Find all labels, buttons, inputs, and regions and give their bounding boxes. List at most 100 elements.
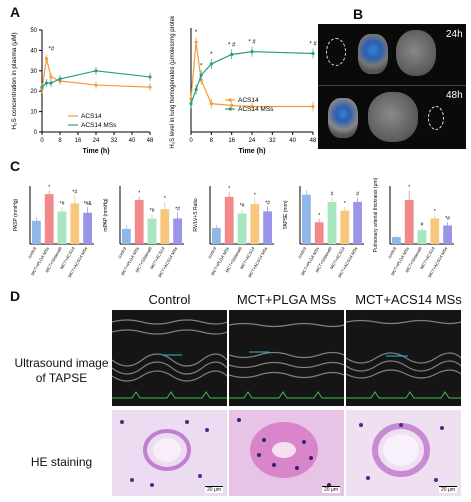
data-point — [189, 102, 193, 106]
pasp-bar-chart: PASP (mmHg)control*MCT+PLGA MSs*#MCT+Sil… — [13, 185, 94, 278]
y-axis-label: mPAP (mmHg) — [103, 198, 109, 231]
lung-signal-blob — [328, 98, 358, 138]
y-axis-label: Pulmonary arterial thickness (μm) — [373, 177, 379, 252]
bar — [70, 203, 80, 244]
bar — [44, 194, 54, 244]
bar — [32, 220, 41, 244]
y-tick-label: 0 — [34, 130, 38, 136]
panel-label-b: B — [353, 6, 364, 22]
lung-signal-blob — [358, 34, 388, 74]
column-header-acs14: MCT+ACS14 MSs — [355, 292, 462, 307]
bar — [83, 212, 92, 244]
significance-mark: * — [195, 30, 198, 36]
x-tick-label: 40 — [289, 138, 296, 144]
significance-mark: *#& — [84, 201, 93, 207]
panel-label-d: D — [10, 288, 21, 304]
column-header-control: Control — [148, 292, 191, 307]
time-label-24h: 24h — [446, 29, 463, 40]
significance-mark: * — [138, 190, 140, 196]
data-point — [148, 75, 152, 79]
bar — [57, 211, 67, 244]
bar — [160, 209, 170, 244]
he-vessel — [112, 410, 227, 496]
bar — [404, 199, 414, 244]
x-tick-label: 24 — [249, 138, 256, 144]
significance-mark: * — [210, 52, 213, 58]
y-axis-label: H₂S level in lung homogenates (μmoles/mg… — [170, 16, 176, 149]
significance-mark: # — [356, 192, 359, 198]
y-tick-label: 10 — [30, 110, 37, 116]
significance-mark: *# — [240, 203, 245, 209]
mpap-bar-chart: mPAP (mmHg)control*MCT+PLGA MSs*#MCT+Sil… — [103, 186, 184, 278]
data-point — [148, 85, 152, 89]
data-point — [250, 104, 254, 109]
significance-mark: *# — [49, 47, 55, 53]
x-tick-label: 8 — [210, 138, 214, 144]
bar — [224, 196, 234, 244]
scale-bar: 20 μm — [439, 486, 457, 493]
category-label: control — [117, 246, 128, 259]
significance-mark: *# — [445, 216, 450, 222]
category-label: control — [27, 246, 38, 259]
data-point — [250, 50, 254, 54]
bar — [443, 225, 452, 244]
data-point — [44, 56, 49, 61]
series-line — [41, 58, 151, 90]
legend-label-mss: ACS14 MSs — [238, 106, 274, 113]
imaging-row-48h: 48h — [318, 86, 466, 149]
arterial-thickness-bar-chart: Pulmonary arterial thickness (μm) control… — [373, 177, 454, 278]
category-label: control — [297, 246, 308, 259]
scale-bar: 20 μm — [205, 486, 223, 493]
bar — [263, 211, 272, 244]
series-line — [190, 51, 314, 104]
legend-label-acs14: ACS14 — [81, 113, 102, 120]
data-point — [209, 62, 213, 66]
x-tick-label: 32 — [269, 138, 276, 144]
data-point — [40, 85, 44, 89]
he-image-control: 20 μm — [112, 410, 227, 496]
data-point — [230, 52, 234, 57]
x-tick-label: 24 — [93, 138, 100, 144]
data-point — [311, 51, 315, 56]
bar — [147, 218, 157, 244]
bar — [392, 237, 401, 244]
lung-h2s-line-chart: 0 8 16 24 32 40 48 Time (h) H₂S level in lung ho… — [170, 16, 317, 155]
lung-tissue — [368, 92, 418, 142]
bar — [122, 228, 131, 244]
significance-mark: * # — [309, 42, 317, 48]
heart-outline — [428, 106, 444, 130]
legend-marker-acs14 — [228, 98, 232, 102]
bar — [134, 199, 144, 244]
data-point — [94, 69, 98, 73]
y-axis-label: TAPSE (mm) — [283, 200, 289, 229]
x-tick-label: 8 — [58, 138, 62, 144]
significance-mark: # — [421, 222, 424, 228]
legend-label-acs14: ACS14 — [238, 97, 259, 104]
ultrasound-image-plga — [229, 310, 344, 406]
bar — [327, 201, 337, 244]
plasma-h2s-line-chart: 0 10 20 30 40 50 0 8 16 24 32 40 48 Time (h) H₂S conce… — [11, 28, 154, 155]
significance-mark: *# — [72, 189, 77, 195]
row-label-he: HE staining — [30, 455, 93, 469]
lung-tissue — [396, 30, 436, 76]
bar — [250, 204, 260, 244]
significance-mark: * — [408, 185, 410, 191]
significance-mark: # — [331, 192, 334, 198]
bar — [340, 210, 350, 244]
heart-outline — [326, 38, 346, 66]
bar — [237, 213, 247, 244]
significance-mark: *# — [150, 208, 155, 214]
y-axis-label: RV/LV+S Ratio — [193, 198, 199, 232]
legend-label-mss: ACS14 MSs — [81, 122, 117, 129]
significance-mark: * — [434, 209, 436, 215]
ultrasound-trace — [346, 310, 461, 406]
y-axis-label: H₂S concentration in plasma (μM) — [11, 32, 18, 129]
significance-mark: * — [48, 185, 50, 191]
data-point — [194, 40, 198, 44]
x-tick-label: 32 — [111, 138, 118, 144]
significance-mark: * — [164, 196, 166, 202]
bar — [417, 230, 427, 244]
significance-mark: * — [344, 201, 346, 207]
x-tick-label: 0 — [189, 138, 193, 144]
